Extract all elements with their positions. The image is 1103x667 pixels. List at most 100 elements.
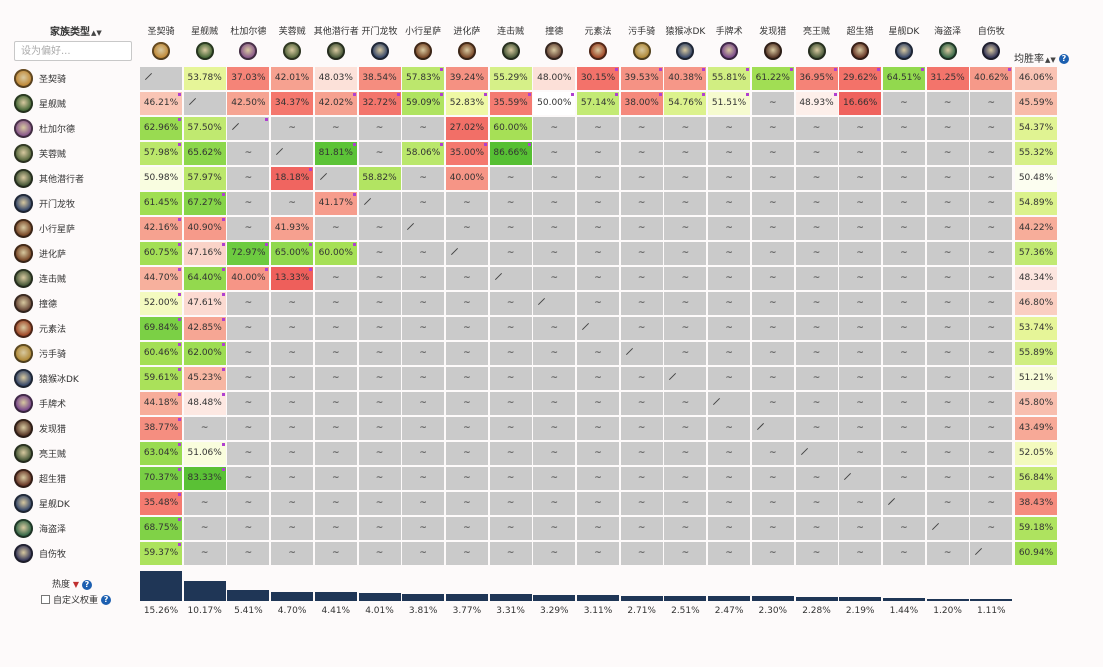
matchup-cell[interactable]: 13.33% (271, 267, 314, 290)
row-header-13[interactable]: 猿猴冰DK (14, 366, 79, 391)
matchup-cell[interactable]: ~ (882, 167, 925, 190)
matchup-cell[interactable]: 34.37% (271, 92, 314, 115)
matchup-cell[interactable]: ~ (970, 192, 1013, 215)
matchup-cell[interactable]: 62.96% (140, 117, 182, 140)
column-header-2[interactable]: 星舰贼 (183, 26, 227, 64)
matchup-cell[interactable]: ~ (751, 92, 794, 115)
matchup-cell[interactable]: ~ (445, 392, 488, 415)
matchup-cell[interactable]: ~ (402, 467, 445, 490)
matchup-cell[interactable] (882, 492, 925, 515)
matchup-cell[interactable] (839, 467, 882, 490)
matchup-cell[interactable]: 39.24% (445, 67, 488, 90)
matchup-cell[interactable]: ~ (882, 442, 925, 465)
matchup-cell[interactable]: ~ (314, 442, 357, 465)
matchup-cell[interactable]: ~ (708, 367, 751, 390)
matchup-cell[interactable]: ~ (533, 242, 576, 265)
matchup-cell[interactable] (751, 417, 794, 440)
matchup-cell[interactable]: ~ (314, 542, 357, 565)
matchup-cell[interactable]: 64.40% (183, 267, 226, 290)
matchup-cell[interactable]: ~ (533, 317, 576, 340)
matchup-cell[interactable]: ~ (708, 442, 751, 465)
matchup-cell[interactable]: ~ (839, 517, 882, 540)
matchup-cell[interactable]: ~ (271, 492, 314, 515)
matchup-cell[interactable]: ~ (882, 542, 925, 565)
matchup-cell[interactable]: ~ (970, 342, 1013, 365)
matchup-cell[interactable]: ~ (227, 367, 270, 390)
matchup-cell[interactable]: ~ (358, 242, 401, 265)
matchup-cell[interactable]: ~ (227, 142, 270, 165)
matchup-cell[interactable]: ~ (533, 167, 576, 190)
matchup-cell[interactable]: ~ (577, 367, 619, 390)
matchup-cell[interactable] (970, 542, 1013, 565)
matchup-cell[interactable]: ~ (620, 117, 663, 140)
matchup-cell[interactable]: ~ (926, 242, 969, 265)
matchup-cell[interactable]: ~ (358, 342, 401, 365)
matchup-cell[interactable]: ~ (926, 92, 969, 115)
matchup-cell[interactable]: ~ (533, 517, 576, 540)
matchup-cell[interactable]: 51.06% (183, 442, 226, 465)
matchup-cell[interactable]: 52.83% (445, 92, 488, 115)
matchup-cell[interactable]: ~ (358, 517, 401, 540)
matchup-cell[interactable]: ~ (795, 117, 838, 140)
matchup-cell[interactable]: ~ (839, 392, 882, 415)
matchup-cell[interactable]: ~ (620, 517, 663, 540)
matchup-cell[interactable]: ~ (882, 217, 925, 240)
matchup-cell[interactable]: 58.82% (358, 167, 401, 190)
matchup-cell[interactable] (926, 517, 969, 540)
matchup-cell[interactable]: ~ (227, 467, 270, 490)
row-header-3[interactable]: 杜加尔德 (14, 116, 75, 141)
row-header-17[interactable]: 超生猎 (14, 466, 66, 491)
matchup-cell[interactable]: 59.37% (140, 542, 182, 565)
matchup-cell[interactable]: 46.21% (140, 92, 182, 115)
matchup-cell[interactable]: ~ (445, 217, 488, 240)
column-header-13[interactable]: 猿猴冰DK (663, 26, 707, 64)
matchup-cell[interactable]: ~ (620, 317, 663, 340)
matchup-cell[interactable]: 32.72% (358, 92, 401, 115)
matchup-cell[interactable]: ~ (314, 467, 357, 490)
matchup-cell[interactable]: ~ (970, 392, 1013, 415)
matchup-cell[interactable]: ~ (795, 217, 838, 240)
column-header-5[interactable]: 其他潜行者 (314, 26, 359, 64)
matchup-cell[interactable]: ~ (839, 442, 882, 465)
matchup-cell[interactable]: ~ (445, 417, 488, 440)
matchup-cell[interactable]: ~ (751, 117, 794, 140)
column-header-12[interactable]: 污手骑 (620, 26, 664, 64)
matchup-cell[interactable]: 60.46% (140, 342, 182, 365)
matchup-cell[interactable]: ~ (402, 442, 445, 465)
matchup-cell[interactable]: ~ (839, 492, 882, 515)
matchup-cell[interactable]: ~ (839, 417, 882, 440)
matchup-cell[interactable]: ~ (533, 267, 576, 290)
matchup-cell[interactable]: 57.14% (577, 92, 619, 115)
matchup-cell[interactable]: ~ (795, 292, 838, 315)
matchup-cell[interactable]: 53.78% (183, 67, 226, 90)
matchup-cell[interactable]: ~ (314, 267, 357, 290)
matchup-cell[interactable]: ~ (882, 117, 925, 140)
row-header-16[interactable]: 亮王贼 (14, 441, 66, 466)
matchup-cell[interactable]: 42.50% (227, 92, 270, 115)
matchup-cell[interactable]: 86.66% (489, 142, 532, 165)
matchup-cell[interactable] (533, 292, 576, 315)
matchup-cell[interactable]: ~ (620, 467, 663, 490)
column-header-16[interactable]: 亮王贼 (795, 26, 839, 64)
matchup-cell[interactable]: ~ (664, 167, 707, 190)
matchup-cell[interactable]: ~ (620, 492, 663, 515)
matchup-cell[interactable]: ~ (577, 242, 619, 265)
matchup-cell[interactable]: ~ (751, 292, 794, 315)
matchup-cell[interactable]: ~ (271, 467, 314, 490)
matchup-cell[interactable]: ~ (926, 292, 969, 315)
row-header-18[interactable]: 星舰DK (14, 491, 70, 516)
matchup-cell[interactable] (402, 217, 445, 240)
matchup-cell[interactable]: ~ (489, 167, 532, 190)
matchup-cell[interactable]: ~ (314, 392, 357, 415)
matchup-cell[interactable]: 30.15% (577, 67, 619, 90)
matchup-cell[interactable]: ~ (533, 192, 576, 215)
matchup-cell[interactable]: ~ (882, 192, 925, 215)
matchup-cell[interactable]: 65.00% (271, 242, 314, 265)
matchup-cell[interactable]: ~ (664, 142, 707, 165)
matchup-cell[interactable]: ~ (402, 267, 445, 290)
matchup-cell[interactable]: ~ (970, 92, 1013, 115)
matchup-cell[interactable]: ~ (620, 267, 663, 290)
column-header-20[interactable]: 自伤牧 (969, 26, 1013, 64)
matchup-cell[interactable]: ~ (402, 192, 445, 215)
matchup-cell[interactable]: ~ (489, 442, 532, 465)
